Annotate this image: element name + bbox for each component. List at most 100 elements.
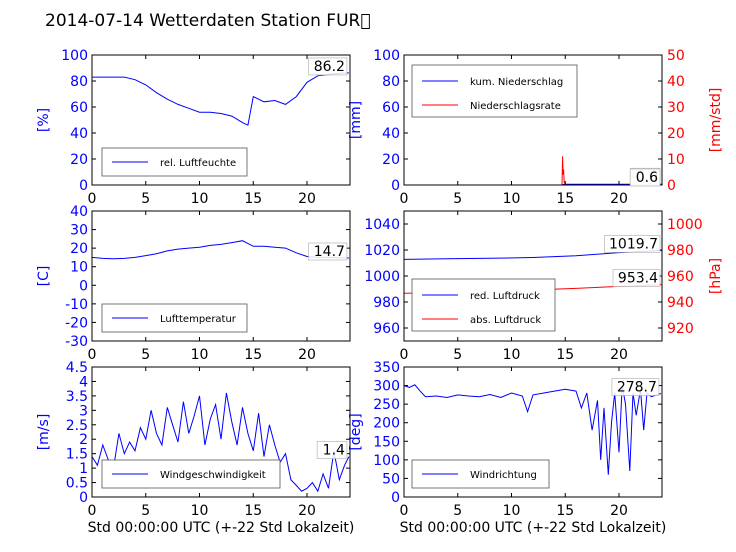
y-tick-label: 0.5 bbox=[66, 476, 88, 492]
y2-tick-label: 50 bbox=[667, 48, 685, 64]
x-tick-label: 10 bbox=[191, 347, 209, 363]
x-tick-label: 20 bbox=[610, 503, 628, 519]
legend: Lufttemperatur bbox=[101, 303, 248, 333]
legend: Windgeschwindigkeit bbox=[101, 459, 281, 489]
x-tick-label: 0 bbox=[88, 191, 97, 207]
y-tick-label: -10 bbox=[65, 297, 88, 313]
x-tick-label: 5 bbox=[141, 503, 150, 519]
y-axis-label: [C] bbox=[36, 266, 52, 287]
value-annotation-box bbox=[629, 168, 661, 187]
figure-title: 2014-07-14 Wetterdaten Station FUR  bbox=[45, 11, 371, 31]
x-tick-label: 5 bbox=[453, 503, 462, 519]
y-tick-label: 100 bbox=[61, 48, 88, 64]
x-tick-label: 20 bbox=[298, 503, 316, 519]
legend: rel. Luftfeuchte bbox=[101, 147, 248, 177]
y-tick-label: 200 bbox=[373, 416, 400, 432]
legend-box bbox=[101, 459, 281, 489]
y-tick-label: 20 bbox=[382, 152, 400, 168]
y-tick-label: 1040 bbox=[364, 217, 400, 233]
legend-label: abs. Luftdruck bbox=[470, 315, 541, 326]
y-tick-label: 150 bbox=[373, 434, 400, 450]
value-annotation: 86.2 bbox=[314, 59, 345, 75]
series-line-temperature-0 bbox=[92, 240, 349, 260]
legend-label: Windgeschwindigkeit bbox=[160, 470, 266, 481]
x-tick-label: 5 bbox=[141, 347, 150, 363]
y-tick-label: 60 bbox=[382, 100, 400, 116]
value-annotation: 953.4 bbox=[618, 271, 658, 287]
value-annotation: 14.7 bbox=[314, 244, 345, 260]
plot-frame bbox=[91, 54, 351, 186]
y-tick-label: 0 bbox=[79, 490, 88, 506]
y-tick-label: 3 bbox=[79, 403, 88, 419]
y2-tick-label: 20 bbox=[667, 126, 685, 142]
y-axis-label: [deg] bbox=[348, 413, 364, 450]
y-tick-label: 960 bbox=[373, 321, 400, 337]
y-tick-label: 0 bbox=[391, 490, 400, 506]
y-tick-label: 4.5 bbox=[66, 360, 88, 376]
x-tick-label: 20 bbox=[298, 191, 316, 207]
y-tick-label: 50 bbox=[382, 471, 400, 487]
y-tick-label: 1020 bbox=[364, 243, 400, 259]
x-tick-label: 0 bbox=[400, 503, 409, 519]
y-tick-label: 100 bbox=[373, 48, 400, 64]
y-tick-label: 250 bbox=[373, 397, 400, 413]
x-tick-label: 5 bbox=[453, 347, 462, 363]
y-axis-label: [%] bbox=[36, 108, 52, 132]
series-line-wind-direction-0 bbox=[404, 384, 662, 475]
x-tick-label: 10 bbox=[191, 503, 209, 519]
value-annotation-box bbox=[316, 441, 348, 459]
x-tick-label: 0 bbox=[400, 191, 409, 207]
legend-label: Windrichtung bbox=[470, 470, 537, 481]
y-tick-label: 20 bbox=[70, 241, 88, 257]
y2-tick-label: 960 bbox=[667, 269, 694, 285]
y2-tick-label: 1000 bbox=[667, 217, 703, 233]
x-axis-label: Std 00:00:00 UTC (+-22 Std Lokalzeit) bbox=[88, 520, 355, 536]
legend-box bbox=[411, 278, 556, 332]
value-annotation-box bbox=[612, 269, 661, 287]
x-tick-label: 5 bbox=[141, 191, 150, 207]
legend: red. Luftdruck abs. Luftdruck bbox=[411, 278, 556, 332]
x-tick-label: 10 bbox=[503, 503, 521, 519]
legend-label: red. Luftdruck bbox=[470, 291, 540, 302]
legend-label: Niederschlagsrate bbox=[470, 101, 561, 112]
chart-pressure: 0 5 10 15 20 960 980 1000 1020 1040 920 940 960 980 10… bbox=[364, 210, 724, 363]
x-tick-label: 5 bbox=[453, 191, 462, 207]
value-annotation: 278.7 bbox=[617, 379, 657, 395]
y-tick-label: 100 bbox=[373, 453, 400, 469]
y-tick-label: -20 bbox=[65, 315, 88, 331]
legend-box bbox=[411, 64, 578, 118]
x-tick-label: 20 bbox=[610, 191, 628, 207]
y2-tick-label: 40 bbox=[667, 74, 685, 90]
value-annotation-box bbox=[308, 242, 348, 261]
y-tick-label: 2.5 bbox=[66, 418, 88, 434]
x-tick-label: 15 bbox=[556, 503, 574, 519]
y2-tick-label: 920 bbox=[667, 321, 694, 337]
x-axis-label: Std 00:00:00 UTC (+-22 Std Lokalzeit) bbox=[400, 520, 667, 536]
y-tick-label: 30 bbox=[70, 223, 88, 239]
x-tick-label: 10 bbox=[503, 191, 521, 207]
x-tick-label: 15 bbox=[244, 347, 262, 363]
chart-precip: 0 5 10 15 20 0 20 40 60 80 100 0 10 20 30 40 50 [mm] [mm/s… bbox=[348, 48, 724, 207]
legend-box bbox=[411, 459, 550, 489]
y-tick-label: 1000 bbox=[364, 269, 400, 285]
y-tick-label: 350 bbox=[373, 360, 400, 376]
plot-frame bbox=[403, 54, 663, 186]
plot-frame bbox=[91, 210, 351, 342]
chart-humidity: 0 5 10 15 20 0 20 40 60 80 100 [%] rel. Luftfeuchte 8… bbox=[36, 48, 351, 207]
y-tick-label: 2 bbox=[79, 432, 88, 448]
y-tick-label: 3.5 bbox=[66, 389, 88, 405]
legend: kum. Niederschlag Niederschlagsrate bbox=[411, 64, 578, 118]
y2-axis-label: [mm/std] bbox=[708, 88, 724, 153]
value-annotation-box bbox=[611, 378, 660, 396]
x-tick-label: 0 bbox=[400, 347, 409, 363]
y2-tick-label: 0 bbox=[667, 178, 676, 194]
x-tick-label: 15 bbox=[244, 191, 262, 207]
x-tick-label: 15 bbox=[556, 191, 574, 207]
y-tick-label: 1.5 bbox=[66, 447, 88, 463]
y-tick-label: 80 bbox=[382, 74, 400, 90]
series-line-wind-speed-0 bbox=[92, 392, 350, 493]
y-tick-label: 0 bbox=[79, 178, 88, 194]
chart-wind-speed: 0 5 10 15 20 00.511.522.533.544.5 [m/s] Std 00:… bbox=[36, 360, 354, 536]
